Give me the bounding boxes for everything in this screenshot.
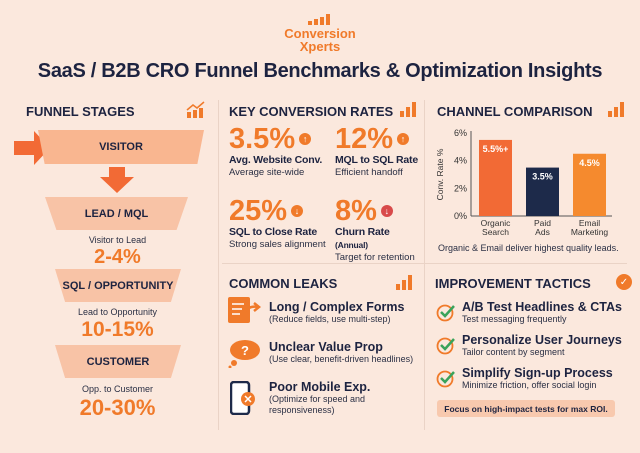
bar-chart-icon xyxy=(608,101,624,117)
kpi-label-suffix: (Annual) xyxy=(335,240,368,250)
mobile-error-icon xyxy=(230,381,255,415)
leak-title: Long / Complex Forms xyxy=(269,300,405,314)
leak-sub: (Optimize for speed and responsiveness) xyxy=(269,394,366,415)
arrow-down-icon: ↓ xyxy=(291,205,304,217)
stage-customer: CUSTOMER xyxy=(55,345,181,378)
stage-visitor: VISITOR xyxy=(38,130,204,164)
leak-item: Long / Complex Forms (Reduce fields, use … xyxy=(269,300,404,325)
tactic-item: Personalize User Journeys Tailor content … xyxy=(462,333,622,358)
funnel-heading: FUNNEL STAGES xyxy=(26,104,135,119)
rate-label: Opp. to Customer xyxy=(81,384,154,394)
kpi-website-conv: 3.5% ↑ Avg. Website Conv. Average site-wi… xyxy=(229,124,329,179)
tactic-title: A/B Test Headlines & CTAs xyxy=(462,300,622,314)
y-tick-label: 2% xyxy=(454,183,467,193)
x-tick-label: Search xyxy=(482,227,509,237)
x-tick-label: Organic xyxy=(481,218,512,228)
leak-sub: (Use clear, benefit-driven headlines) xyxy=(269,354,414,364)
form-icon xyxy=(228,297,262,323)
rate-label: Lead to Opportunity xyxy=(77,307,158,317)
tactic-item: A/B Test Headlines & CTAs Test messaging … xyxy=(462,300,622,325)
arrow-up-icon: ↑ xyxy=(397,133,410,145)
x-tick-label: Ads xyxy=(535,227,550,237)
kpi-sub: Efficient handoff xyxy=(335,167,403,178)
rate-value: 2-4% xyxy=(94,246,141,268)
leak-title: Unclear Value Prop xyxy=(269,340,383,354)
brand-line1: Conversion xyxy=(284,26,356,41)
divider xyxy=(424,100,425,430)
leaks-heading: COMMON LEAKS xyxy=(229,276,338,291)
logo-icon xyxy=(308,14,330,25)
kpi-value: 25% xyxy=(229,195,288,227)
check-circle-icon xyxy=(436,304,455,322)
leak-item: Poor Mobile Exp. (Optimize for speed and … xyxy=(269,380,419,416)
kpi-value: 12% xyxy=(335,123,394,155)
data-label: 5.5%+ xyxy=(483,144,509,154)
channel-heading: CHANNEL COMPARISON xyxy=(437,104,593,119)
stage-lead: LEAD / MQL xyxy=(45,197,188,230)
x-tick-label: Email xyxy=(579,218,600,228)
arrow-down-icon xyxy=(100,167,134,193)
question-cloud-icon: ? xyxy=(228,340,260,368)
bar-chart-icon xyxy=(400,101,416,117)
arrow-up-icon: ↑ xyxy=(299,133,312,145)
check-badge-icon: ✓ xyxy=(616,274,632,290)
data-label: 4.5% xyxy=(579,158,600,168)
data-label: 3.5% xyxy=(532,172,553,182)
page-title: SaaS / B2B CRO Funnel Benchmarks & Optim… xyxy=(37,60,603,82)
leak-sub: (Reduce fields, use multi-step) xyxy=(269,314,391,324)
kpi-sub: Target for retention xyxy=(335,252,415,263)
check-circle-icon xyxy=(436,337,455,355)
tactic-item: Simplify Sign-up Process Minimize frictio… xyxy=(462,366,613,391)
leak-item: Unclear Value Prop (Use clear, benefit-dr… xyxy=(269,340,413,365)
kpi-label: MQL to SQL Rate xyxy=(335,154,418,166)
kpi-label: Churn Rate xyxy=(335,226,390,238)
kpi-sub: Strong sales alignment xyxy=(229,239,326,250)
divider xyxy=(222,263,627,264)
tactic-title: Personalize User Journeys xyxy=(462,333,622,347)
tactics-heading: IMPROVEMENT TACTICS xyxy=(435,276,591,291)
y-tick-label: 6% xyxy=(454,128,467,138)
bar-chart-icon xyxy=(396,274,412,290)
rate-label: Visitor to Lead xyxy=(88,235,147,245)
arrow-down-icon: ↓ xyxy=(380,205,393,217)
stage-sql: SQL / OPPORTUNITY xyxy=(55,269,181,302)
tactic-sub: Minimize friction, offer social login xyxy=(462,380,597,390)
tactics-note: Focus on high-impact tests for max ROI. xyxy=(437,400,615,417)
rate-value: 10-15% xyxy=(81,318,154,341)
bar xyxy=(526,167,559,216)
bar xyxy=(573,153,606,216)
y-tick-label: 0% xyxy=(454,211,467,221)
leak-title: Poor Mobile Exp. xyxy=(269,380,371,394)
channel-note: Organic & Email deliver highest quality … xyxy=(438,243,619,253)
kpi-value: 8% xyxy=(335,195,377,227)
y-tick-label: 4% xyxy=(454,156,467,166)
divider xyxy=(218,100,219,430)
tactic-sub: Test messaging frequently xyxy=(462,314,567,324)
kpi-churn: 8% ↓ Churn Rate (Annual) Target for reten… xyxy=(335,196,423,264)
x-tick-label: Paid xyxy=(534,218,551,228)
y-axis-label: Conv. Rate % xyxy=(435,148,445,200)
kpi-sql-close: 25% ↓ SQL to Close Rate Strong sales alig… xyxy=(229,196,329,251)
tactic-title: Simplify Sign-up Process xyxy=(462,366,613,380)
kpi-sub: Average site-wide xyxy=(229,167,305,178)
key-rates-heading: KEY CONVERSION RATES xyxy=(229,104,394,119)
rate-value: 20-30% xyxy=(79,395,156,420)
kpi-value: 3.5% xyxy=(229,123,296,155)
x-tick-label: Marketing xyxy=(571,227,609,237)
growth-chart-icon xyxy=(186,101,205,118)
tactic-sub: Tailor content by segment xyxy=(462,347,565,357)
kpi-label: Avg. Website Conv. xyxy=(229,154,323,166)
brand-line2: Xperts xyxy=(299,39,341,54)
bar xyxy=(479,139,512,216)
kpi-label: SQL to Close Rate xyxy=(229,226,318,238)
check-circle-icon xyxy=(436,370,455,388)
kpi-mql-sql: 12% ↑ MQL to SQL Rate Efficient handoff xyxy=(335,124,420,179)
svg-text:?: ? xyxy=(241,343,249,358)
